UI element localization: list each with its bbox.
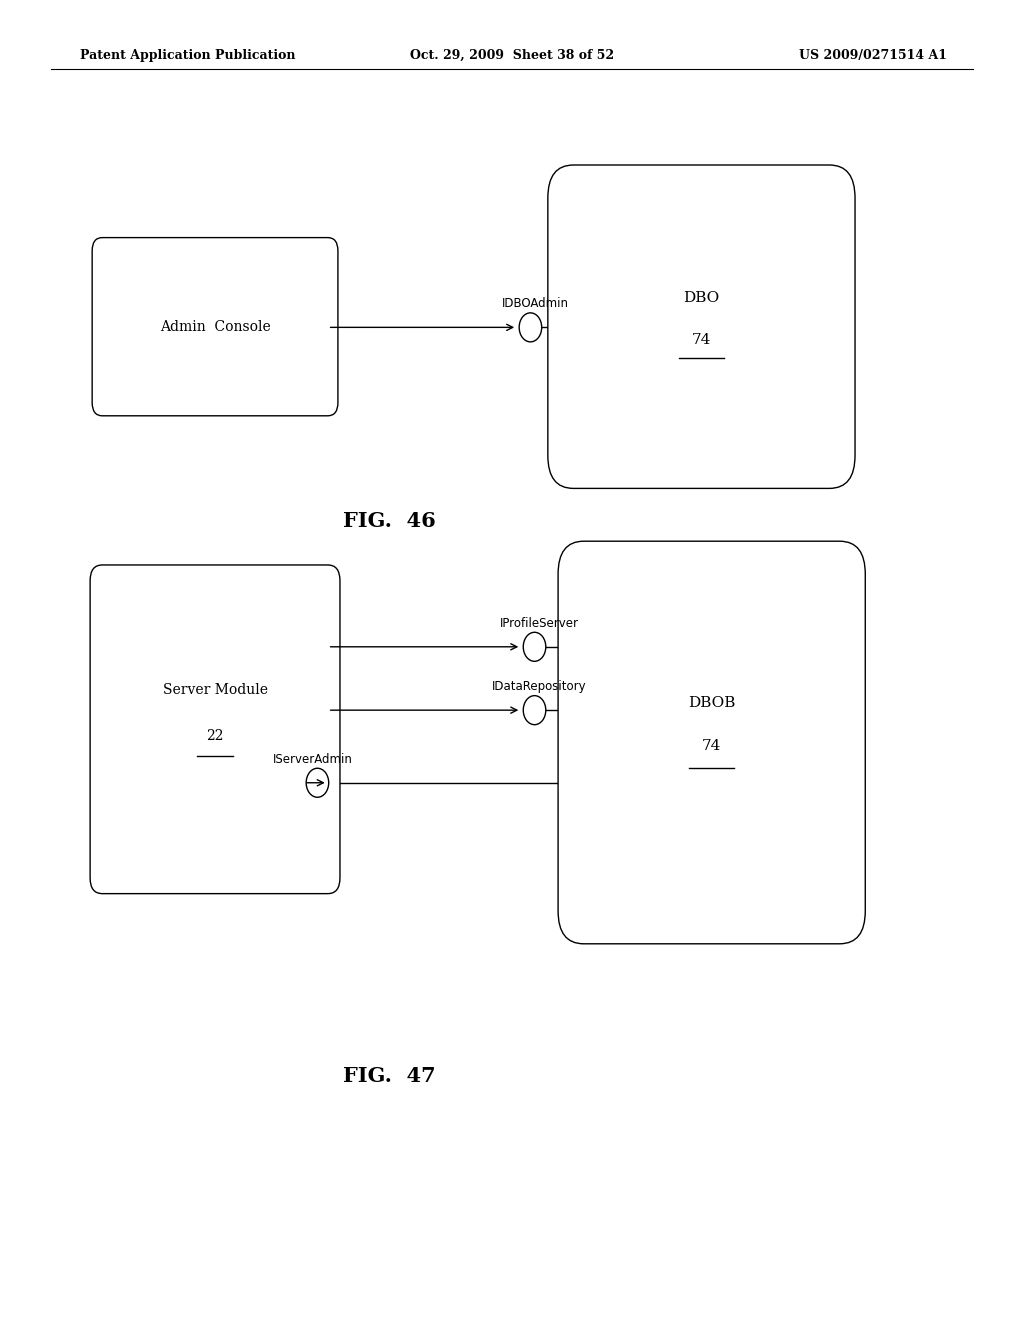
Text: 74: 74 <box>702 739 721 754</box>
Circle shape <box>519 313 542 342</box>
Text: 74: 74 <box>692 333 711 347</box>
Circle shape <box>523 632 546 661</box>
Text: US 2009/0271514 A1: US 2009/0271514 A1 <box>799 49 947 62</box>
Text: FIG.  46: FIG. 46 <box>343 511 435 532</box>
Text: DBOB: DBOB <box>688 696 735 710</box>
Text: FIG.  47: FIG. 47 <box>343 1065 435 1086</box>
Text: 22: 22 <box>206 729 224 743</box>
Text: Patent Application Publication: Patent Application Publication <box>80 49 295 62</box>
FancyBboxPatch shape <box>90 565 340 894</box>
Text: IServerAdmin: IServerAdmin <box>272 752 352 766</box>
FancyBboxPatch shape <box>92 238 338 416</box>
Text: Server Module: Server Module <box>163 682 267 697</box>
Circle shape <box>523 696 546 725</box>
Text: IDataRepository: IDataRepository <box>493 680 587 693</box>
Circle shape <box>306 768 329 797</box>
FancyBboxPatch shape <box>558 541 865 944</box>
Text: IProfileServer: IProfileServer <box>500 616 580 630</box>
Text: Admin  Console: Admin Console <box>160 319 270 334</box>
Text: DBO: DBO <box>683 290 720 305</box>
Text: IDBOAdmin: IDBOAdmin <box>502 297 569 310</box>
FancyBboxPatch shape <box>548 165 855 488</box>
Text: Oct. 29, 2009  Sheet 38 of 52: Oct. 29, 2009 Sheet 38 of 52 <box>410 49 614 62</box>
